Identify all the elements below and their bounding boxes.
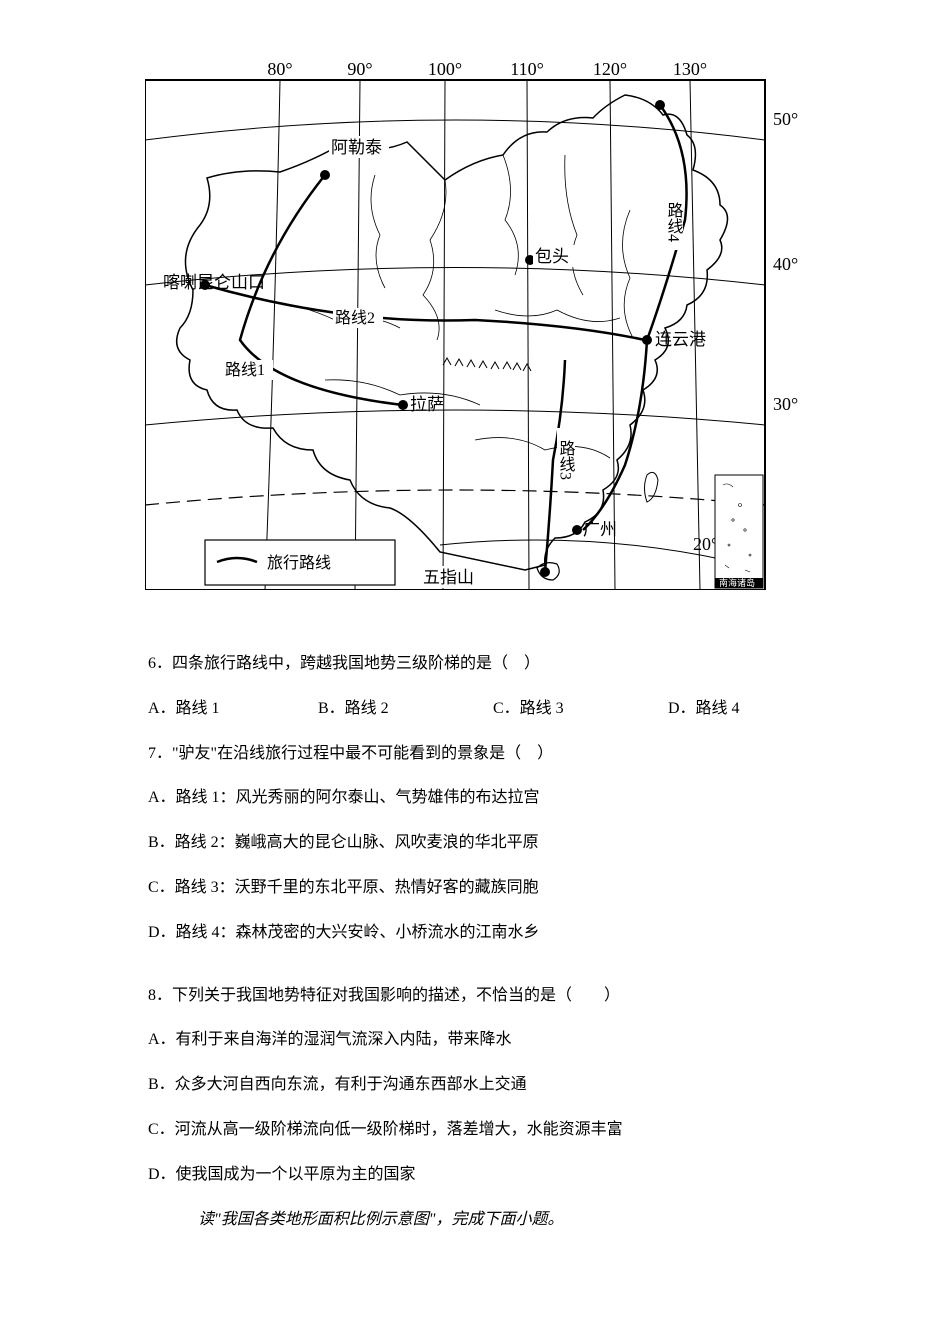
- china-map: 80° 90° 100° 110° 120° 130° 50° 40° 30° …: [145, 60, 805, 590]
- ridge-symbols: [443, 358, 531, 371]
- q6-stem: 6．四条旅行路线中，跨越我国地势三级阶梯的是（ ）: [148, 642, 808, 687]
- route-4-line: [583, 105, 687, 530]
- dot-guangzhou: [572, 525, 582, 535]
- lat-40: 40°: [773, 254, 798, 274]
- route-2-label: 路线2: [335, 309, 375, 327]
- q6-options: A．路线 1 B．路线 2 C．路线 3 D．路线 4: [148, 687, 808, 732]
- label-baotou: 包头: [535, 247, 569, 266]
- footer-desc: 读"我国各类地形面积比例示意图"，完成下面小题。: [148, 1198, 808, 1243]
- q8-opt-d: D．使我国成为一个以平原为主的国家: [148, 1153, 808, 1198]
- boundary-line: [503, 155, 518, 275]
- lon-130: 130°: [673, 60, 707, 79]
- inset-label: 南海诸岛: [719, 577, 755, 588]
- map-svg: 80° 90° 100° 110° 120° 130° 50° 40° 30° …: [145, 60, 805, 590]
- lon-100: 100°: [428, 60, 462, 79]
- dot-lianyungang: [642, 335, 652, 345]
- boundary-line: [475, 438, 610, 458]
- label-kunlun: 喀喇昆仑山口: [163, 273, 265, 292]
- q6-opt-d: D．路线 4: [668, 687, 808, 732]
- label-altay: 阿勒泰: [331, 138, 382, 157]
- q7-opt-b: B．路线 2：巍峨高大的昆仑山脉、风吹麦浪的华北平原: [148, 821, 808, 866]
- inset-box: [715, 475, 763, 588]
- q8-opt-b: B．众多大河自西向东流，有利于沟通东西部水上交通: [148, 1063, 808, 1108]
- legend-text: 旅行路线: [267, 554, 331, 572]
- dot-lhasa: [398, 400, 408, 410]
- parallel-line: [440, 540, 725, 560]
- lat-30: 30°: [773, 394, 798, 414]
- route-3-label: 路线3: [557, 440, 576, 480]
- china-outline: [177, 95, 728, 570]
- q7-opt-a: A．路线 1：风光秀丽的阿尔泰山、气势雄伟的布达拉宫: [148, 776, 808, 821]
- boundary-line: [565, 155, 583, 295]
- label-lhasa: 拉萨: [410, 395, 444, 414]
- boundary-line: [423, 180, 446, 340]
- dot-altay: [320, 170, 330, 180]
- lat-20: 20°: [693, 534, 718, 554]
- tropic-line: [145, 490, 765, 505]
- dot-wuzhishan: [540, 567, 550, 577]
- boundary-line: [371, 175, 385, 288]
- q6-opt-b: B．路线 2: [318, 687, 493, 732]
- taiwan-island: [645, 472, 659, 502]
- label-guangzhou: 广州: [583, 520, 617, 539]
- meridian-line: [265, 80, 280, 590]
- lon-90: 90°: [347, 60, 372, 79]
- q7-opt-c: C．路线 3：沃野千里的东北平原、热情好客的藏族同胞: [148, 866, 808, 911]
- q7-opt-d: D．路线 4：森林茂密的大兴安岭、小桥流水的江南水乡: [148, 911, 808, 956]
- q7-stem: 7．"驴友"在沿线旅行过程中最不可能看到的景象是（ ）: [148, 732, 808, 777]
- route-2-line: [205, 285, 645, 340]
- q8-opt-c: C．河流从高一级阶梯流向低一级阶梯时，落差增大，水能资源丰富: [148, 1108, 808, 1153]
- boundary-line: [495, 310, 620, 322]
- q6-opt-c: C．路线 3: [493, 687, 668, 732]
- label-wuzhishan: 五指山: [423, 568, 474, 587]
- meridian-line: [527, 80, 529, 590]
- spacer: [148, 956, 808, 974]
- label-lianyungang: 连云港: [655, 330, 706, 349]
- lon-110: 110°: [510, 60, 544, 79]
- q8-stem: 8．下列关于我国地势特征对我国影响的描述，不恰当的是（ ）: [148, 974, 808, 1019]
- lon-120: 120°: [593, 60, 627, 79]
- meridian-line: [443, 80, 445, 590]
- boundary-line: [623, 210, 634, 338]
- dot-ne: [655, 100, 665, 110]
- lat-50: 50°: [773, 109, 798, 129]
- lon-80: 80°: [267, 60, 292, 79]
- questions-block: 6．四条旅行路线中，跨越我国地势三级阶梯的是（ ） A．路线 1 B．路线 2 …: [148, 642, 808, 1242]
- q6-opt-a: A．路线 1: [148, 687, 318, 732]
- q8-opt-a: A．有利于来自海洋的湿润气流深入内陆，带来降水: [148, 1018, 808, 1063]
- route-1-label: 路线1: [225, 361, 265, 379]
- route-4-label: 路线4: [665, 202, 684, 242]
